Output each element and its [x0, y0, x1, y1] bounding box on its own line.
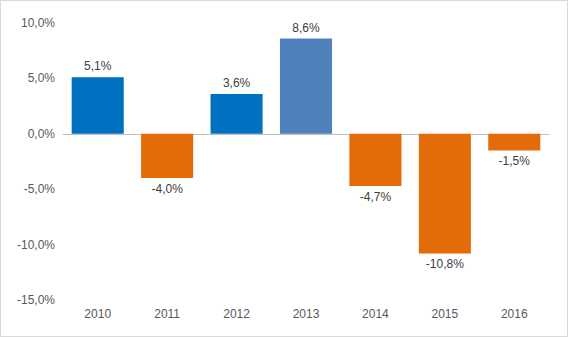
svg-text:-4,0%: -4,0% [151, 182, 183, 196]
svg-text:2010: 2010 [84, 307, 111, 321]
svg-text:8,6%: 8,6% [292, 21, 320, 35]
svg-text:2012: 2012 [223, 307, 250, 321]
svg-text:2014: 2014 [362, 307, 389, 321]
svg-text:-15,0%: -15,0% [17, 293, 55, 307]
svg-text:-1,5%: -1,5% [499, 154, 531, 168]
svg-text:2011: 2011 [154, 307, 180, 321]
svg-text:-4,7%: -4,7% [360, 190, 392, 204]
svg-text:2013: 2013 [293, 307, 320, 321]
svg-text:5,0%: 5,0% [28, 71, 56, 85]
svg-text:3,6%: 3,6% [223, 76, 251, 90]
svg-text:10,0%: 10,0% [21, 16, 55, 30]
svg-text:2016: 2016 [501, 307, 528, 321]
svg-text:-5,0%: -5,0% [24, 182, 56, 196]
svg-text:-10,0%: -10,0% [17, 238, 55, 252]
svg-text:-10,8%: -10,8% [426, 257, 464, 271]
svg-text:0,0%: 0,0% [28, 127, 56, 141]
svg-text:5,1%: 5,1% [84, 59, 112, 73]
svg-text:2015: 2015 [432, 307, 459, 321]
